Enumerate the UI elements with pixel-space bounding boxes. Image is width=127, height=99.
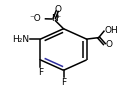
Text: OH: OH [104, 26, 118, 35]
Text: +: + [55, 14, 60, 19]
Text: F: F [61, 78, 66, 87]
Text: O: O [105, 40, 112, 49]
Text: H₂N: H₂N [12, 35, 29, 44]
Text: O: O [54, 6, 61, 14]
Text: N: N [51, 14, 58, 23]
Text: F: F [38, 68, 43, 77]
Text: ⁻O: ⁻O [29, 14, 41, 23]
